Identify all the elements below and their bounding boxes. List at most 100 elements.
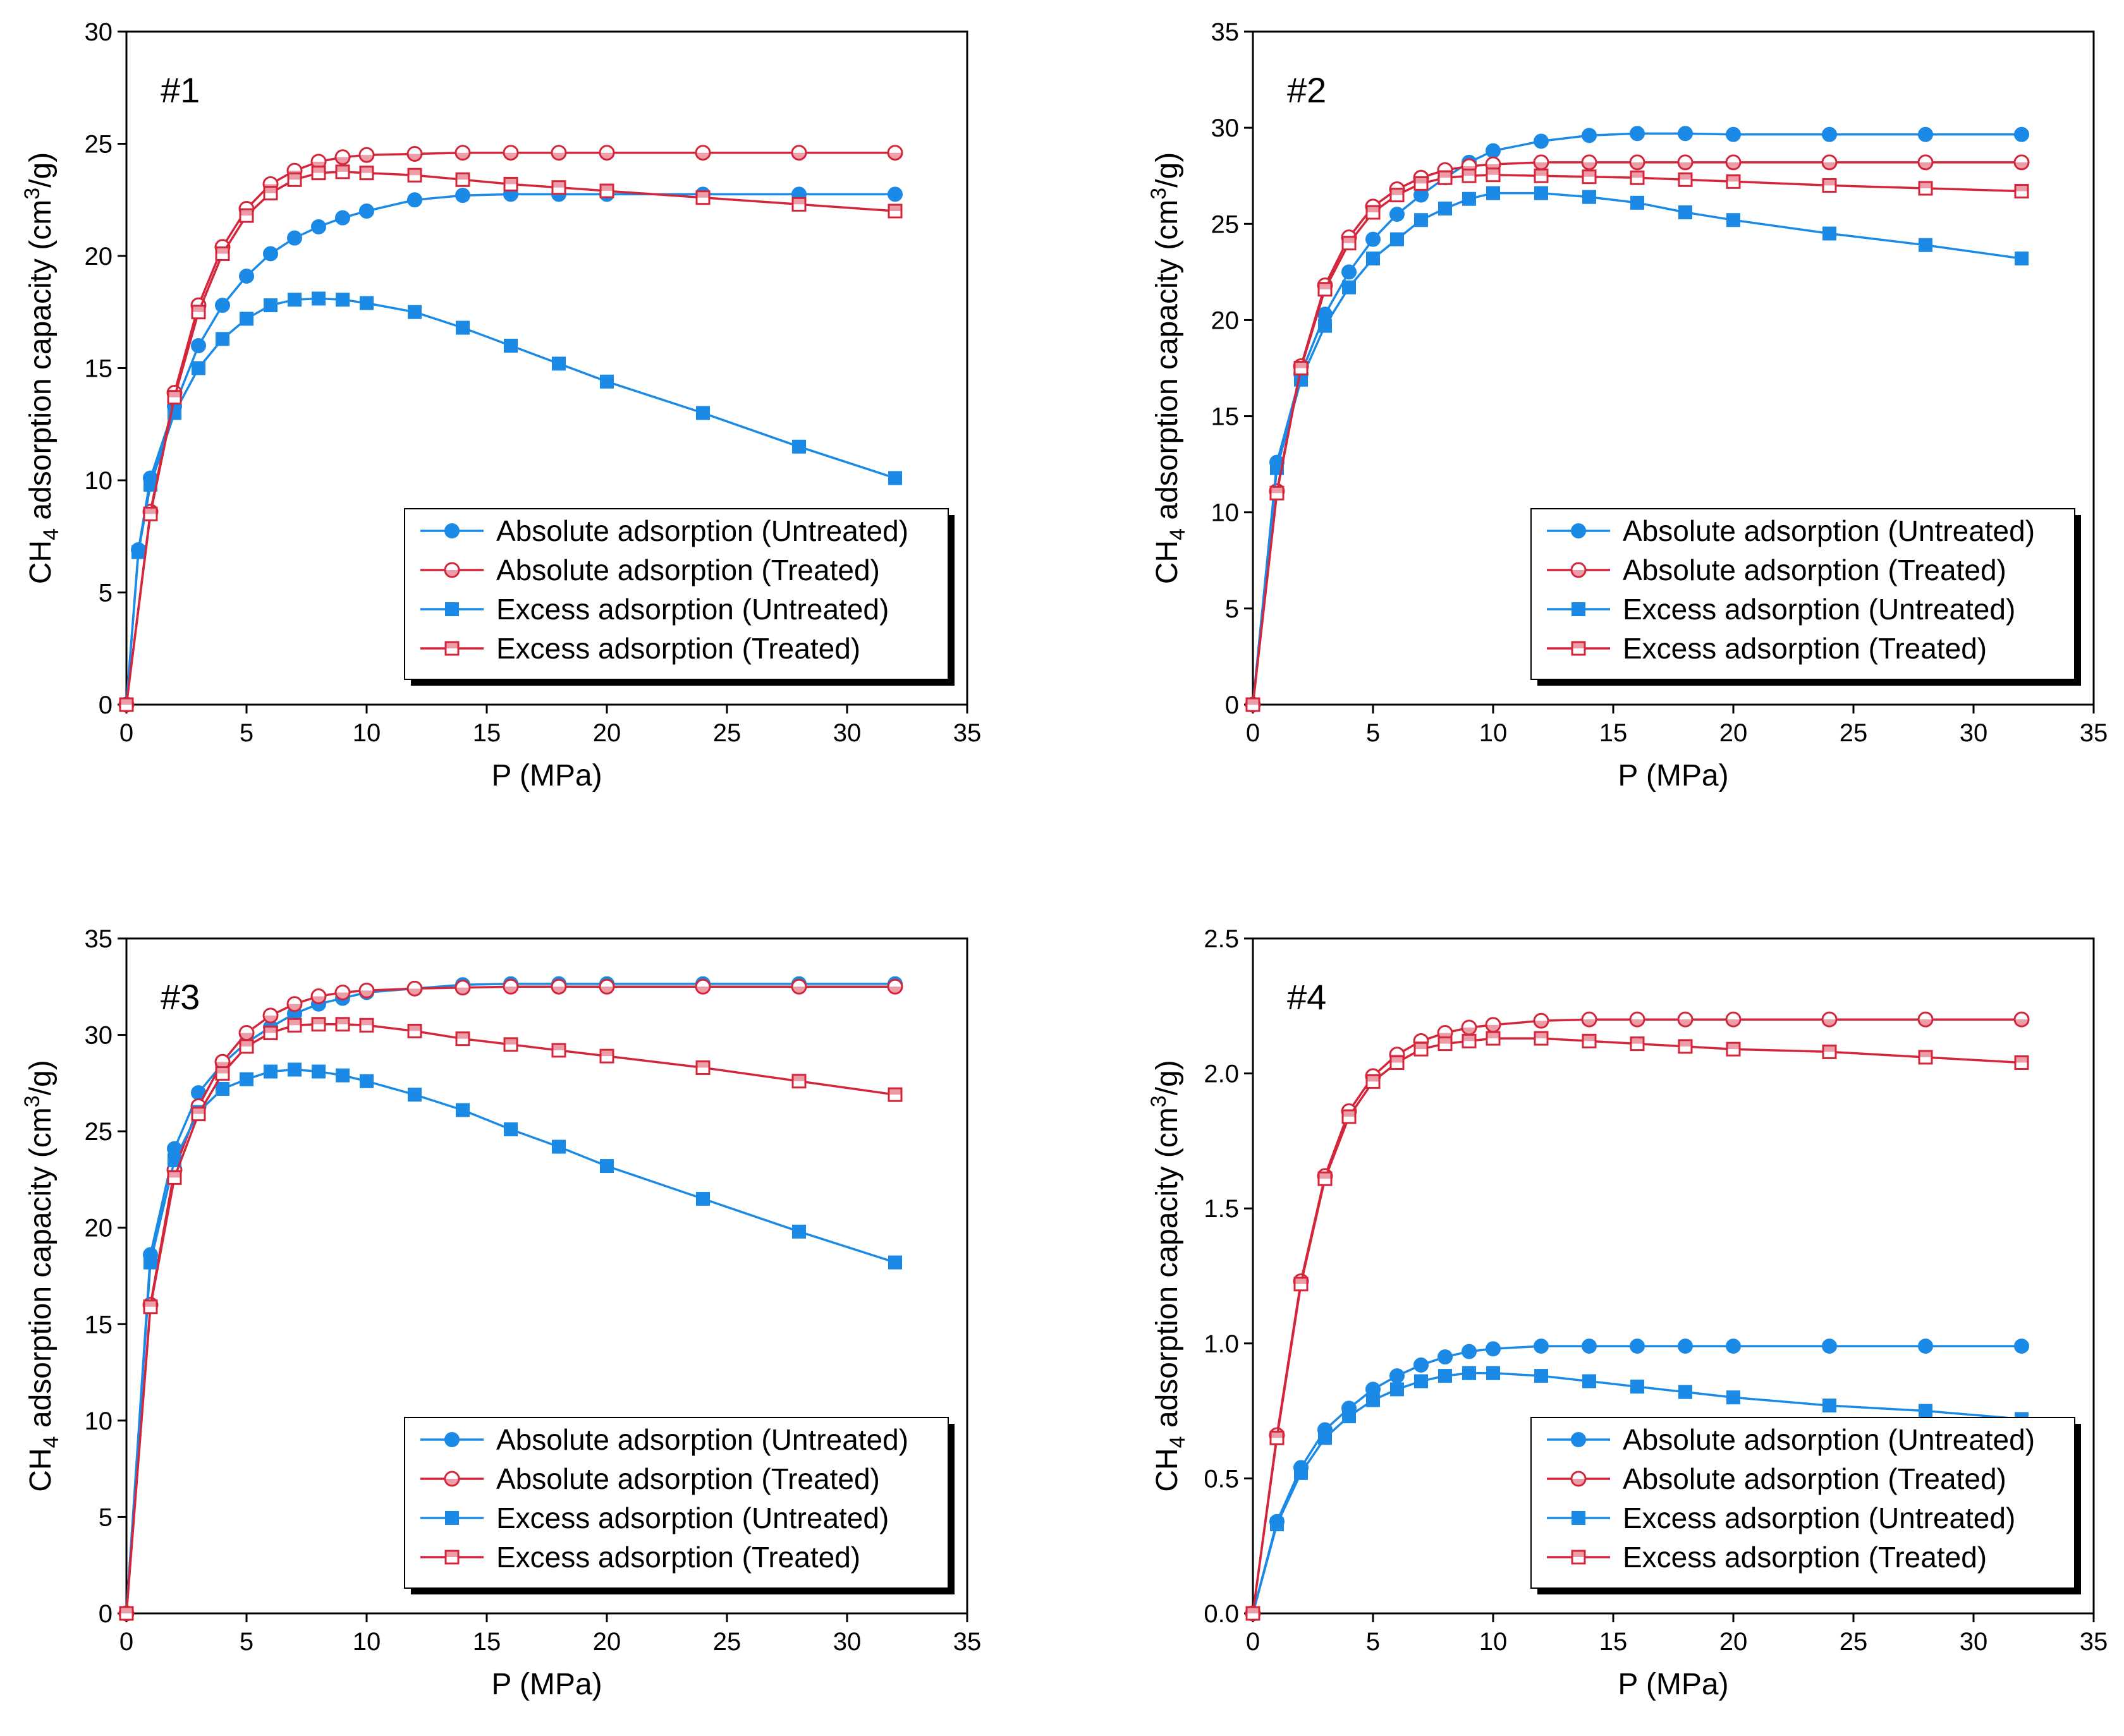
data-point <box>334 984 351 1000</box>
data-point <box>1486 1366 1500 1380</box>
x-tick-label: 30 <box>833 719 862 747</box>
data-point <box>1630 170 1645 185</box>
legend-item: Excess adsorption (Treated) <box>420 632 860 665</box>
series-4 <box>1245 1031 2029 1621</box>
legend-label: Excess adsorption (Treated) <box>496 1541 860 1574</box>
legend-marker <box>1570 562 1587 578</box>
y-tick-label: 0.5 <box>1204 1465 1239 1493</box>
y-tick-label: 30 <box>1211 114 1240 142</box>
data-point <box>1917 154 1934 171</box>
y-tick-label: 5 <box>1225 595 1239 623</box>
legend-marker <box>444 1471 460 1487</box>
x-tick-label: 25 <box>1840 719 1868 747</box>
legend-item: Absolute adsorption (Treated) <box>1547 1462 2006 1495</box>
data-point <box>552 1139 566 1154</box>
x-tick-label: 35 <box>953 719 982 747</box>
data-point <box>1293 361 1309 375</box>
data-point <box>1486 167 1501 183</box>
legend-label: Excess adsorption (Treated) <box>1623 632 1987 665</box>
series-4 <box>1245 167 2029 712</box>
legend-item: Excess adsorption (Untreated) <box>1547 593 2015 626</box>
x-tick-label: 35 <box>2080 719 2108 747</box>
legend-item: Excess adsorption (Untreated) <box>420 593 889 626</box>
data-point <box>216 1082 229 1096</box>
data-point <box>192 361 205 375</box>
data-point <box>1318 319 1332 333</box>
data-point <box>1582 169 1597 185</box>
data-point <box>600 374 614 389</box>
data-point <box>1919 238 1932 252</box>
legend-label: Absolute adsorption (Treated) <box>1623 554 2006 586</box>
data-point <box>407 192 422 208</box>
data-point <box>1462 168 1477 183</box>
data-point <box>1414 213 1428 228</box>
data-point <box>240 1072 253 1086</box>
legend: Absolute adsorption (Untreated) Absolute … <box>1530 508 2081 686</box>
data-point <box>143 1255 157 1270</box>
data-point <box>503 176 518 191</box>
x-axis-label: P (MPa) <box>1618 1668 1728 1701</box>
data-point <box>1389 207 1405 222</box>
x-tick-label: 25 <box>713 1628 742 1656</box>
data-point <box>2015 252 2029 266</box>
data-point <box>888 1255 902 1270</box>
data-point <box>335 164 350 179</box>
data-point <box>1678 126 1693 142</box>
legend-marker <box>444 641 460 656</box>
data-point <box>287 172 302 187</box>
y-tick-label: 1.5 <box>1204 1195 1239 1223</box>
data-point <box>1341 236 1357 251</box>
data-point <box>1678 1039 1693 1054</box>
y-tick-label: 0.0 <box>1204 1600 1239 1628</box>
data-point <box>455 980 471 996</box>
y-axis-label: CH4 adsorption capacity (cm3/g) <box>1147 152 1190 584</box>
series-4 <box>119 1017 903 1621</box>
y-axis-label: CH4 adsorption capacity (cm3/g) <box>1147 1060 1190 1491</box>
legend-label: Excess adsorption (Untreated) <box>1623 1502 2015 1534</box>
data-point <box>287 1017 302 1033</box>
y-tick-label: 35 <box>85 925 113 953</box>
y-tick-label: 35 <box>1211 18 1240 46</box>
data-point <box>407 167 422 183</box>
legend-item: Absolute adsorption (Treated) <box>420 554 880 586</box>
data-point <box>1822 1399 1836 1413</box>
data-point <box>312 291 326 306</box>
data-point <box>887 978 903 995</box>
data-point <box>1582 1338 1597 1354</box>
data-point <box>215 1066 230 1081</box>
data-point <box>1317 1171 1333 1186</box>
data-point <box>504 339 518 353</box>
legend-marker <box>444 523 460 538</box>
x-tick-label: 0 <box>1246 1628 1260 1656</box>
data-point <box>336 1068 350 1083</box>
data-point <box>1485 1017 1501 1033</box>
data-point <box>599 145 615 161</box>
data-point <box>1582 1374 1596 1388</box>
x-tick-label: 0 <box>119 719 133 747</box>
legend: Absolute adsorption (Untreated) Absolute … <box>404 508 955 686</box>
data-point <box>1486 1341 1501 1357</box>
x-tick-label: 10 <box>353 1628 381 1656</box>
x-tick-label: 35 <box>953 1628 982 1656</box>
legend-marker <box>1571 1550 1586 1565</box>
data-point <box>695 145 711 161</box>
data-point <box>888 1087 903 1102</box>
data-point <box>311 219 326 234</box>
data-point <box>600 1159 614 1174</box>
chart-panel-1: 0 5 10 15 20 25 30 35 0 5 10 15 20 25 30 P (MPa) CH4 ads… <box>20 18 981 792</box>
data-point <box>1533 154 1549 171</box>
x-tick-label: 15 <box>1599 719 1628 747</box>
data-point <box>191 1107 206 1122</box>
data-point <box>215 246 230 261</box>
data-point <box>552 356 566 371</box>
data-point <box>1390 232 1404 246</box>
x-tick-label: 5 <box>1366 719 1380 747</box>
y-tick-label: 30 <box>85 18 113 46</box>
data-point <box>358 147 375 163</box>
y-tick-label: 2.5 <box>1204 925 1239 953</box>
legend-item: Excess adsorption (Untreated) <box>1547 1502 2015 1534</box>
data-point <box>1461 1019 1477 1036</box>
data-point <box>1365 205 1381 220</box>
data-point <box>263 186 278 201</box>
